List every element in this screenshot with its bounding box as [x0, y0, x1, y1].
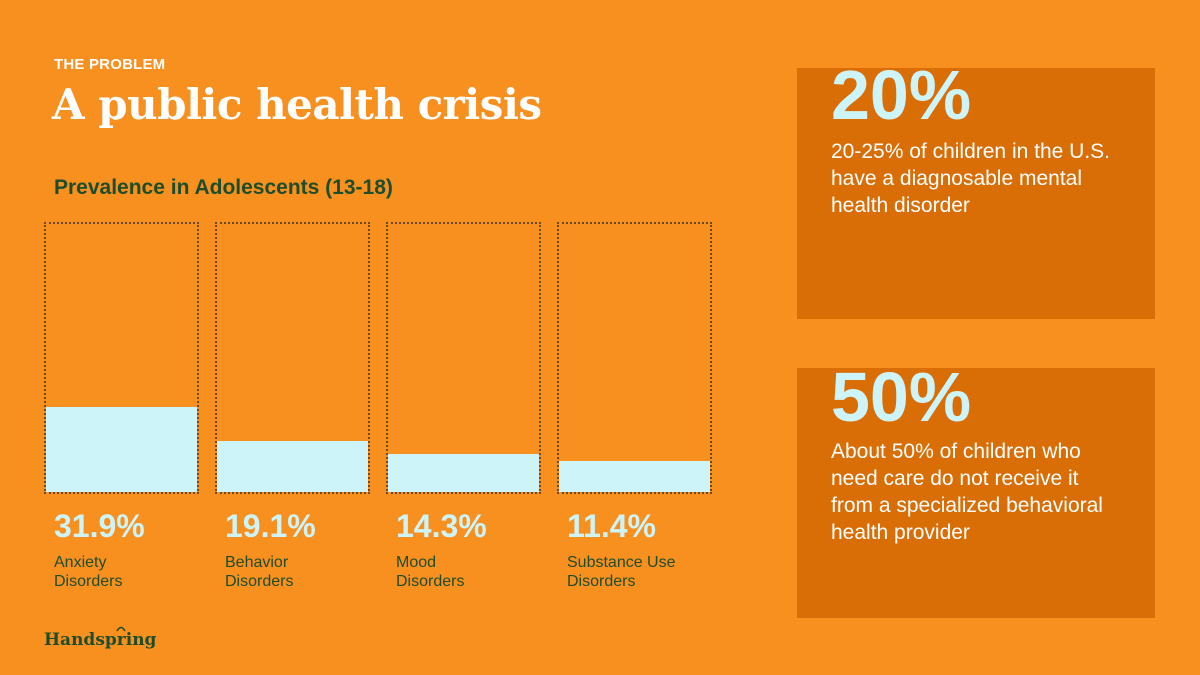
bar-mood-disorders	[388, 454, 539, 492]
handspring-logo-icon	[116, 626, 126, 632]
bar-label-line: Disorders	[396, 573, 465, 590]
stat-value-20: 20%	[831, 56, 972, 134]
page-title: A public health crisis	[52, 80, 542, 129]
stat-card-20: 20% 20-25% of children in the U.S. have …	[797, 60, 1155, 319]
bar-label-line: Anxiety	[54, 554, 107, 571]
bar-frame-behavior-disorders	[215, 222, 370, 494]
stat-text-50: About 50% of children who need care do n…	[831, 440, 1103, 544]
bar-behavior-disorders	[217, 441, 368, 492]
bar-value-mood-disorders: 14.3%	[396, 508, 487, 544]
bar-label-mood-disorders: Mood Disorders	[396, 553, 556, 591]
bar-label-behavior-disorders: Behavior Disorders	[225, 553, 385, 591]
stat-card-50: 50% About 50% of children who need care …	[797, 362, 1155, 618]
stat-value-50: 50%	[831, 358, 972, 436]
bar-frame-mood-disorders	[386, 222, 541, 494]
bar-label-line: Substance Use	[567, 554, 676, 571]
bar-label-line: Disorders	[225, 573, 294, 590]
stat-text-20: 20-25% of children in the U.S. have a di…	[831, 140, 1110, 217]
bar-anxiety-disorders	[46, 407, 197, 492]
bar-frame-substance-use-disorders	[557, 222, 712, 494]
bar-value-anxiety-disorders: 31.9%	[54, 508, 145, 544]
bar-frame-anxiety-disorders	[44, 222, 199, 494]
bar-label-anxiety-disorders: Anxiety Disorders	[54, 553, 214, 591]
bar-substance-use-disorders	[559, 461, 710, 492]
bar-value-behavior-disorders: 19.1%	[225, 508, 316, 544]
bar-label-line: Mood	[396, 554, 437, 571]
bar-label-line: Disorders	[567, 573, 636, 590]
bar-label-substance-use-disorders: Substance Use Disorders	[567, 553, 727, 591]
bar-value-substance-use-disorders: 11.4%	[567, 508, 656, 544]
handspring-logo: Handspring	[44, 630, 157, 650]
chart-title: Prevalence in Adolescents (13-18)	[54, 176, 393, 199]
bar-label-line: Disorders	[54, 573, 123, 590]
section-eyebrow: THE PROBLEM	[54, 56, 166, 73]
bar-label-line: Behavior	[225, 554, 289, 571]
